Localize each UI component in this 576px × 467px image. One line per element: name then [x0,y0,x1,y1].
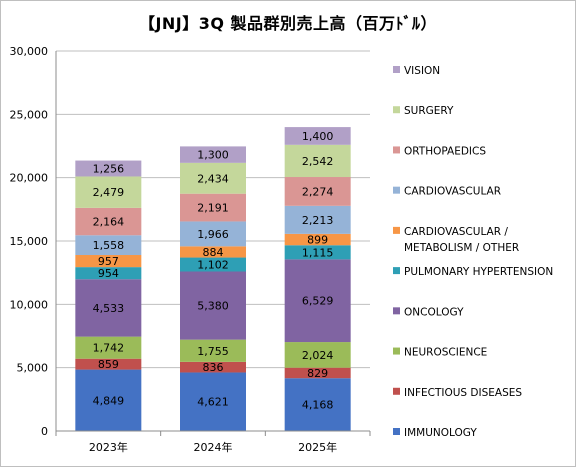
bar-segment [284,127,351,145]
data-label: 1,115 [302,246,334,259]
data-label: 2,213 [302,214,334,227]
legend-label: IMMUNOLOGY [404,427,477,439]
bar-segment [180,221,246,247]
legend-swatch [393,106,400,114]
data-label: 1,400 [302,130,334,143]
legend-label-line: CARDIOVASCULAR / [404,226,508,238]
x-tick-label: 2024年 [194,440,233,454]
legend-swatch [393,307,400,315]
bar-segment [284,205,351,234]
bar-segment [75,279,142,337]
data-label: 836 [203,361,224,374]
data-label: 1,558 [93,239,125,252]
bar-segment [180,193,246,222]
bar-segment [75,255,142,268]
bar-segment [180,146,246,163]
legend-label: CARDIOVASCULAR / METABOLISM / OTHER [404,226,519,254]
legend-swatch [393,387,400,395]
legend-label: VISION [404,65,440,77]
data-label: 4,168 [302,399,334,412]
legend-swatch [393,267,400,275]
data-label: 2,164 [93,216,125,229]
data-label: 5,380 [197,300,229,313]
bar-segment [284,245,351,260]
bar-segment [75,235,142,256]
data-label: 1,256 [93,163,125,176]
data-label: 4,533 [93,302,125,315]
legend-label-line: METABOLISM / OTHER [404,242,519,254]
legend-swatch [393,186,400,194]
bar-segment [75,267,142,280]
bar-segment [75,358,142,370]
bar-segment [180,361,246,373]
data-label: 2,191 [197,202,229,215]
legend-label: SURGERY [404,105,454,117]
y-tick-label: 15,000 [10,235,49,248]
legend: VISION SURGERY ORTHOPAEDICS CARDIOVASCULAR C… [393,65,553,439]
y-tick-label: 0 [41,425,48,438]
y-tick-label: 5,000 [17,362,49,375]
data-label: 859 [98,358,119,371]
legend-swatch [393,347,400,355]
legend-label: NEUROSCIENCE [404,347,487,359]
legend-swatch [393,66,400,73]
chart-title: 【JNJ】3Q 製品群別売上高（百万ﾄﾞﾙ） [138,14,438,33]
legend-label: ORTHOPAEDICS [404,145,486,157]
data-label: 2,024 [302,349,334,362]
bar-segment [284,233,351,246]
bar-segment [75,176,142,208]
data-label: 2,479 [93,186,125,199]
x-tick-label: 2023年 [89,440,128,454]
legend-label: INFECTIOUS DISEASES [404,387,522,399]
y-axis: 0 5,000 10,000 15,000 20,000 25,000 30,000 [10,45,57,438]
y-tick-label: 25,000 [10,108,49,121]
bar-segment [75,207,142,236]
data-label: 957 [98,255,119,268]
bar-segment [180,271,246,340]
bar-segment [284,378,351,431]
x-tick-label: 2025年 [298,440,337,454]
legend-swatch [393,428,400,435]
bar-segment [180,372,246,431]
y-tick-label: 20,000 [10,172,49,185]
bar-segment [284,177,351,206]
data-label: 6,529 [302,295,334,308]
data-label: 1,742 [93,342,125,355]
data-label: 4,849 [93,394,125,407]
data-label: 2,542 [302,155,334,168]
data-label: 4,621 [197,396,229,409]
bar-segment [180,339,246,362]
legend-swatch [393,226,400,234]
bar-segment [180,246,246,258]
data-label: 1,755 [197,345,229,358]
y-tick-label: 10,000 [10,298,49,311]
data-label: 884 [203,246,224,259]
data-label: 1,102 [197,259,229,272]
bar-segment [75,160,142,177]
bar-segment [75,369,142,431]
bar-segment [284,367,351,379]
data-label: 954 [98,267,119,280]
data-label: 2,434 [197,172,229,185]
legend-label: ONCOLOGY [404,306,464,318]
data-label: 1,966 [197,228,229,241]
x-axis: 2023年 2024年 2025年 [55,430,371,454]
legend-swatch [393,146,400,154]
y-tick-label: 30,000 [10,45,49,58]
bar-segment [284,259,351,343]
bar-segment [180,257,246,272]
legend-label: PULMONARY HYPERTENSION [404,266,553,278]
bar-segment [180,162,246,194]
bar-segment [75,336,142,359]
bar-segment [284,144,351,178]
legend-label: CARDIOVASCULAR [404,186,501,198]
data-label: 2,274 [302,185,334,198]
data-label: 899 [307,234,328,247]
data-label: 1,300 [197,149,229,162]
data-label: 829 [307,367,328,380]
bar-segment [284,342,351,368]
